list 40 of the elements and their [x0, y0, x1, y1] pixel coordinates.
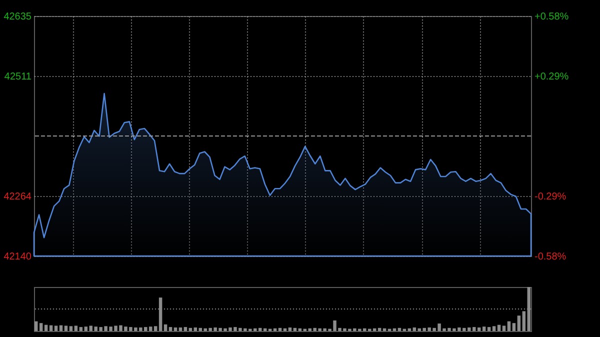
- bar: [398, 328, 402, 331]
- bar: [517, 316, 521, 331]
- bar: [412, 327, 416, 331]
- bar: [54, 326, 58, 331]
- bar: [492, 326, 496, 331]
- bar: [148, 326, 152, 331]
- bar: [164, 324, 168, 331]
- bar: [34, 321, 38, 331]
- y2-tick-label: +0.58%: [534, 12, 569, 22]
- y2-tick-label: -0.58%: [534, 252, 566, 262]
- bar: [288, 327, 292, 331]
- y2-tick-label: +0.29%: [534, 72, 569, 82]
- bar: [168, 327, 172, 331]
- bar: [194, 327, 198, 331]
- bar: [507, 321, 511, 331]
- bar: [487, 327, 491, 331]
- bar: [188, 328, 192, 331]
- bar: [64, 326, 68, 331]
- bar: [502, 326, 506, 331]
- bar: [74, 326, 78, 331]
- bar: [378, 328, 382, 331]
- bar: [39, 323, 43, 331]
- bar: [178, 327, 182, 331]
- bar: [512, 323, 516, 331]
- bar: [154, 326, 158, 331]
- bar: [278, 328, 282, 331]
- bar: [174, 327, 178, 331]
- bar: [497, 324, 501, 331]
- bar: [258, 328, 262, 331]
- bar: [69, 326, 73, 331]
- y-tick-label: 42511: [4, 72, 32, 83]
- y-tick-label: 42635: [4, 12, 32, 22]
- bar: [79, 327, 83, 331]
- y-tick-label: 42264: [4, 191, 32, 202]
- bar: [293, 328, 297, 331]
- y-tick-label: 42140: [4, 252, 32, 262]
- bar: [184, 327, 188, 331]
- bar: [44, 324, 48, 331]
- y2-tick-label: -0.29%: [534, 192, 566, 202]
- bar: [482, 326, 486, 331]
